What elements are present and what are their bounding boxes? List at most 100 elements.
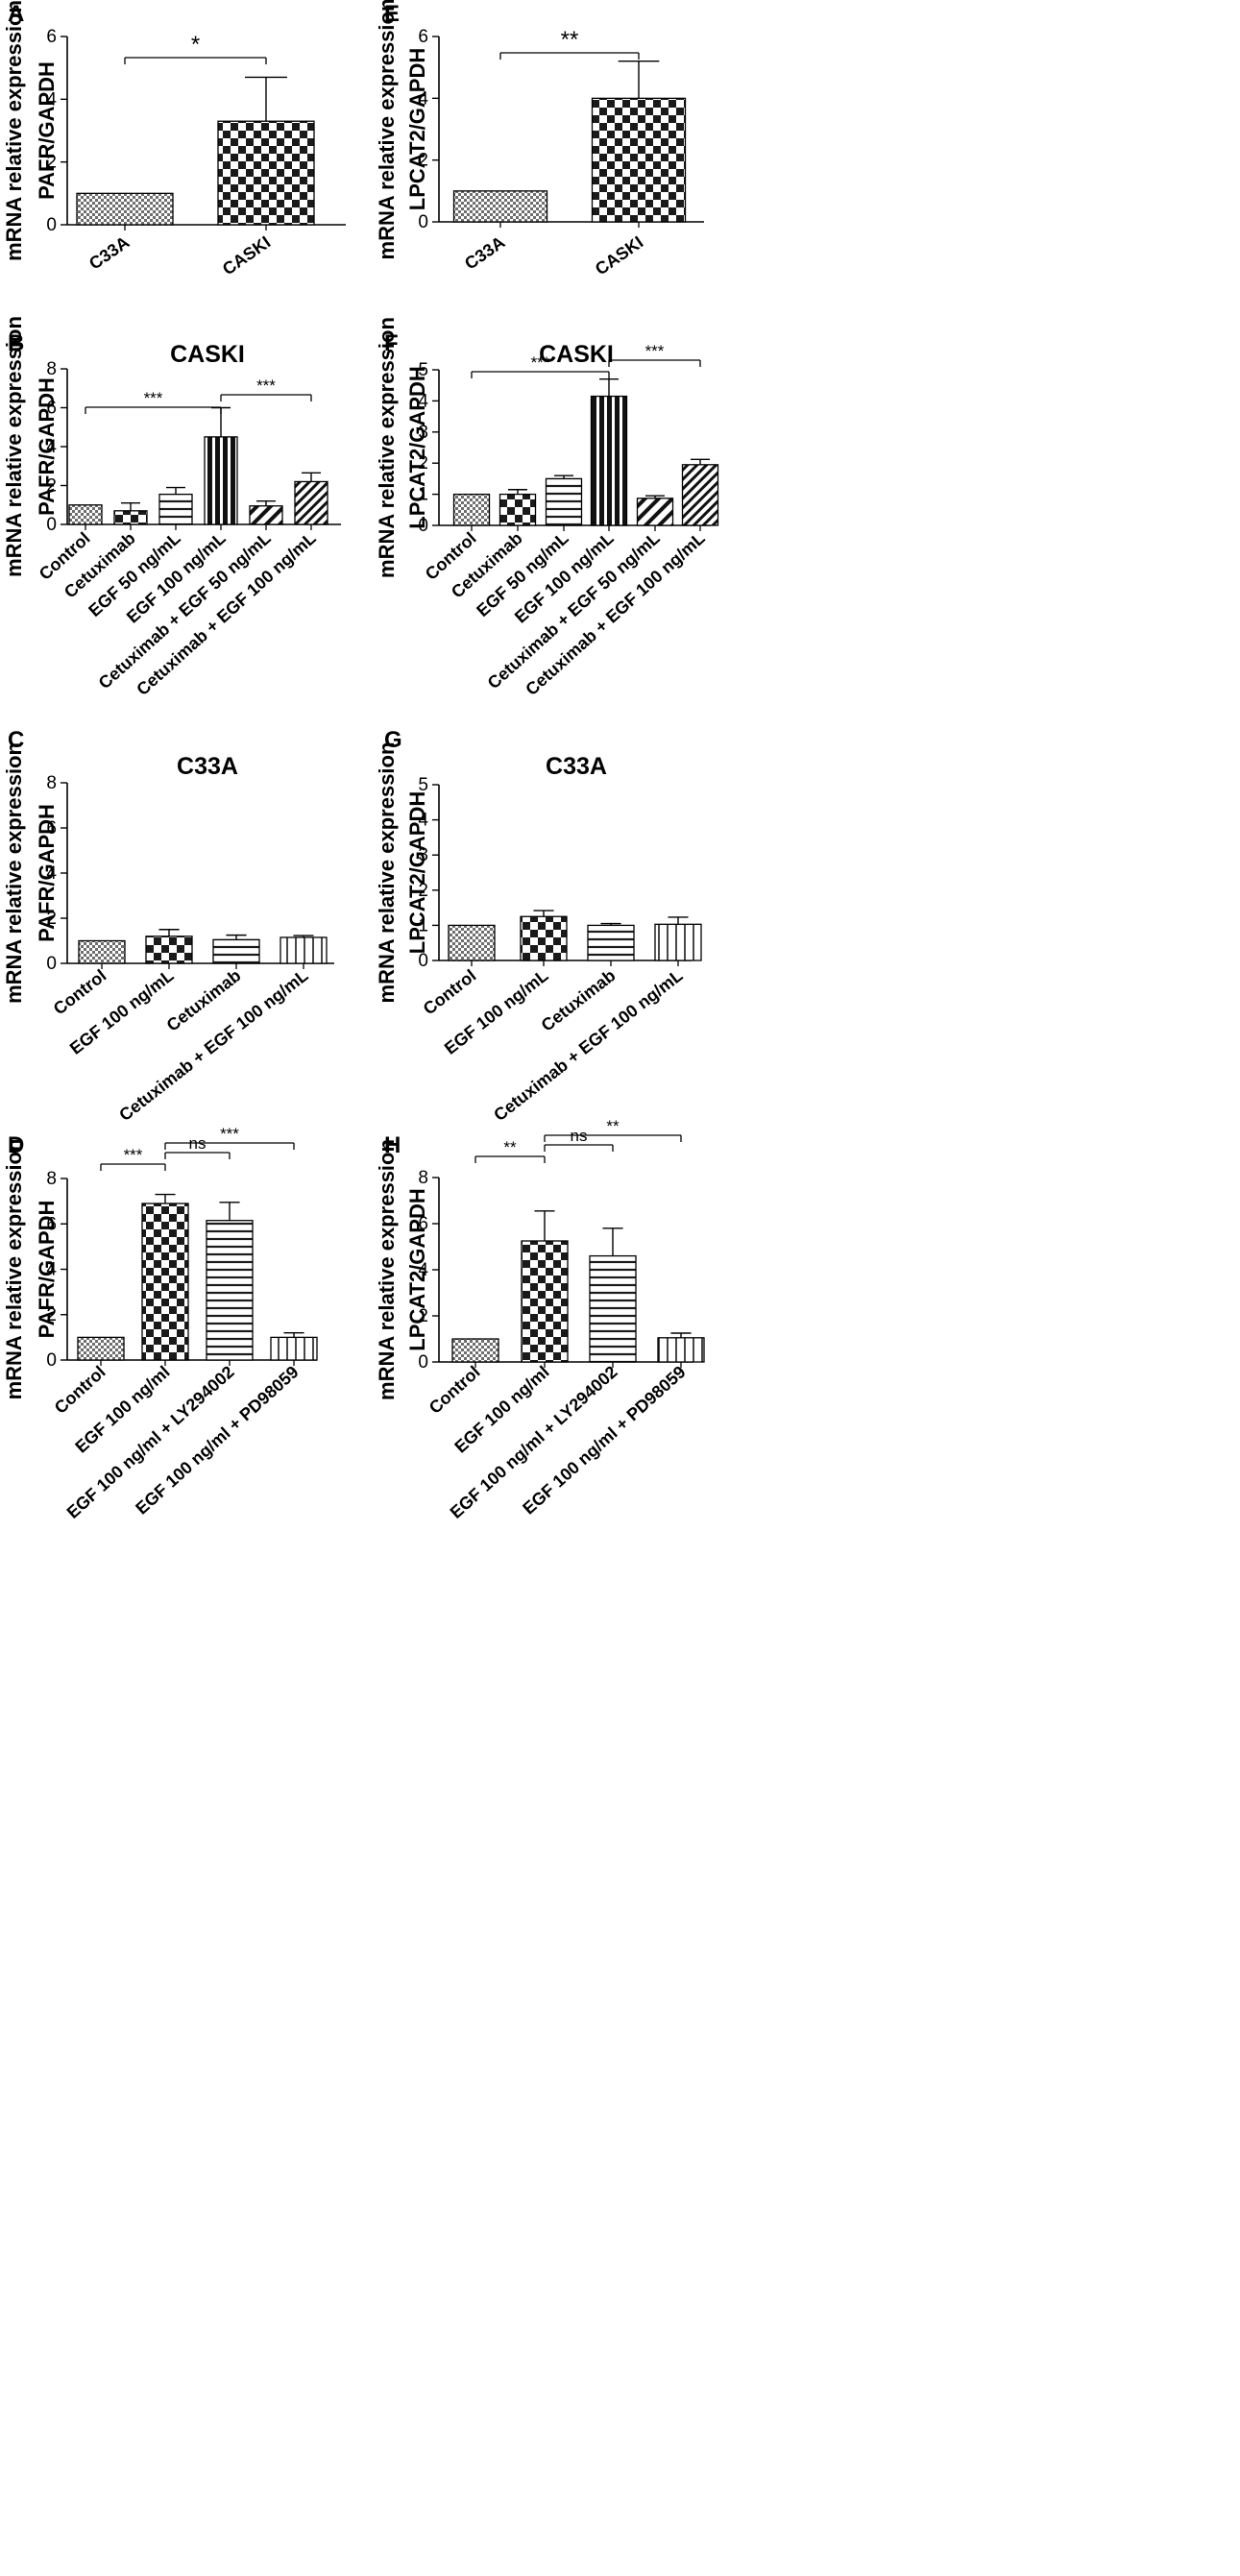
category-label: CASKI (592, 232, 646, 279)
bar (657, 1337, 705, 1363)
chart-panel-f: F CASKI mRNA relative expression LPCAT2/GAP… (375, 317, 719, 699)
bar (589, 1254, 637, 1363)
bar (68, 504, 103, 525)
y-axis-label: mRNA relative expression (375, 0, 399, 259)
y-tick-label: 1 (418, 915, 428, 936)
bar (249, 505, 283, 525)
panel-label: F (384, 330, 399, 356)
y-tick-label: 2 (46, 909, 57, 929)
bar (217, 120, 315, 226)
y-tick-label: 8 (418, 1168, 428, 1188)
y-axis-label: LPCAT2/GAPDH (405, 366, 429, 529)
y-tick-label: 5 (418, 360, 428, 380)
panel-label: H (384, 1132, 401, 1158)
y-tick-label: 2 (418, 151, 428, 171)
bar (636, 498, 674, 526)
y-axis-label: mRNA relative expression (2, 0, 26, 261)
bar (78, 939, 126, 964)
y-tick-label: 4 (418, 1260, 428, 1280)
bar (294, 480, 328, 525)
y-tick-label: 1 (418, 485, 428, 505)
y-axis-label: PAFR/GAPDH (35, 377, 59, 516)
y-tick-label: 2 (46, 1305, 57, 1325)
y-tick-label: 0 (46, 1350, 57, 1371)
category-label: Control (51, 1362, 109, 1418)
y-tick-label: 6 (46, 399, 57, 419)
chart-panel-g: G C33A mRNA relative expression LPCAT2/GAPD… (375, 727, 702, 1125)
y-axis-label: PAFR/GAPDH (35, 61, 59, 200)
bar (452, 190, 548, 223)
significance-label: *** (645, 342, 665, 360)
y-tick-label: 0 (418, 1352, 428, 1373)
significance-label: *** (220, 1125, 239, 1143)
y-axis-label: mRNA relative expression (2, 742, 26, 1004)
bar (77, 1336, 125, 1361)
y-tick-label: 2 (46, 153, 57, 173)
significance-label: ** (561, 27, 579, 53)
bar (76, 192, 174, 226)
y-axis-label: mRNA relative expression (2, 316, 26, 577)
y-axis-label: LPCAT2/GAPDH (405, 48, 429, 211)
y-axis-label: LPCAT2/GAPDH (405, 1188, 429, 1351)
y-axis-label: mRNA relative expression (375, 317, 399, 578)
bar (280, 936, 328, 964)
panel-label: G (384, 727, 402, 753)
y-tick-label: 8 (46, 773, 57, 793)
panel-label: B (8, 330, 24, 356)
y-tick-label: 0 (418, 516, 428, 536)
bar (206, 1220, 254, 1361)
bar (158, 493, 193, 525)
significance-label: *** (531, 353, 550, 372)
y-tick-label: 6 (46, 818, 57, 838)
bar (591, 97, 687, 223)
category-label: C33A (85, 232, 133, 274)
y-tick-label: 3 (418, 423, 428, 443)
y-axis-label: mRNA relative expression (2, 1139, 26, 1400)
bar (520, 915, 568, 961)
y-tick-label: 2 (418, 453, 428, 474)
chart-title: C33A (177, 753, 238, 780)
y-tick-label: 2 (418, 1306, 428, 1326)
bar (654, 923, 702, 961)
y-axis-label: mRNA relative expression (375, 742, 399, 1004)
chart-panel-b: B CASKI mRNA relative expression PAFR/GAPDH… (2, 316, 341, 699)
y-tick-label: 2 (418, 881, 428, 901)
panel-label: D (8, 1132, 24, 1158)
y-axis-label: PAFR/GAPDH (35, 804, 59, 942)
category-label: CASKI (219, 232, 274, 279)
y-axis-label: mRNA relative expression (375, 1139, 399, 1400)
y-tick-label: 4 (46, 1260, 57, 1280)
y-axis-label: LPCAT2/GAPDH (405, 791, 429, 955)
bar (113, 510, 148, 525)
y-tick-label: 6 (418, 1214, 428, 1234)
bar (145, 936, 193, 964)
significance-label: ** (606, 1117, 620, 1135)
significance-label: *** (144, 389, 163, 407)
y-tick-label: 4 (418, 391, 428, 411)
y-tick-label: 0 (46, 515, 57, 535)
category-label: C33A (461, 232, 508, 274)
chart-title: CASKI (170, 341, 245, 368)
chart-title: C33A (546, 753, 607, 780)
y-tick-label: 4 (418, 88, 428, 109)
y-tick-label: 8 (46, 359, 57, 379)
category-label: Control (50, 965, 110, 1018)
bar (681, 464, 719, 526)
y-tick-label: 4 (418, 811, 428, 831)
panel-label: C (8, 727, 24, 753)
bar (521, 1240, 569, 1363)
bar (587, 924, 635, 961)
significance-label: *** (256, 377, 276, 395)
bar (270, 1336, 318, 1361)
bar (545, 477, 583, 526)
y-tick-label: 6 (46, 1214, 57, 1234)
y-tick-label: 0 (46, 215, 57, 235)
bar (452, 493, 491, 526)
bar (590, 395, 628, 526)
panel-label: A (8, 1, 24, 27)
